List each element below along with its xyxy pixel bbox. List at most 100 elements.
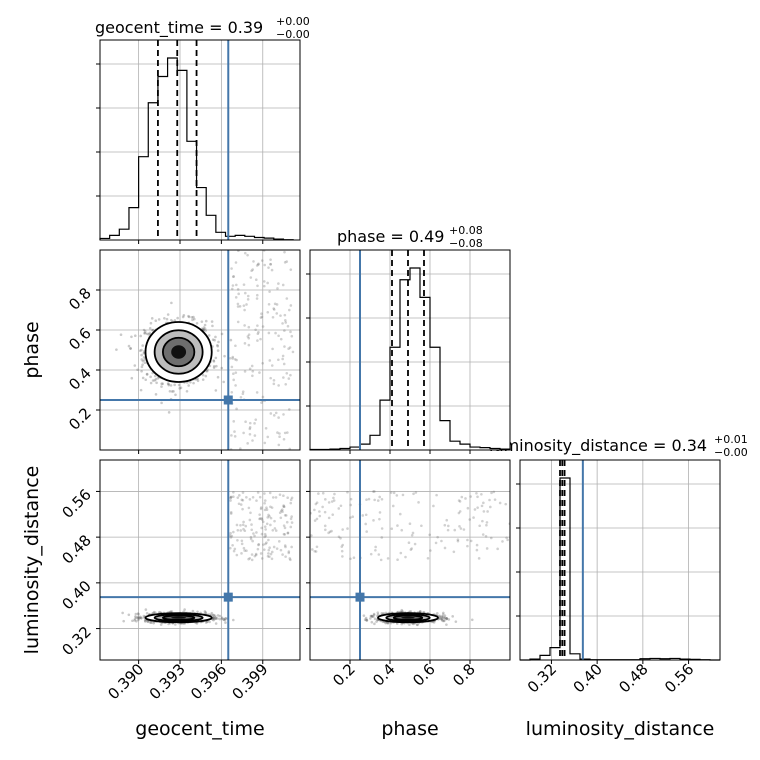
sample-point [268,359,272,362]
sample-point [228,534,232,537]
sample-point [267,331,271,335]
panel-border [309,459,511,661]
sample-point [222,618,225,621]
sample-point [154,377,158,381]
sample-point [253,554,257,558]
sample-point [284,318,287,322]
samples [115,250,295,450]
sample-point [231,618,235,622]
sample-point [339,504,343,508]
sample-point [268,491,272,495]
sample-point [365,619,369,622]
sample-point [208,620,211,624]
sample-point [252,260,255,263]
sample-point [376,611,380,614]
sample-point [200,320,204,323]
sample-point [390,527,394,531]
tick-label-x: 0.390 [104,660,147,703]
sample-point [289,373,292,377]
histogram-step [309,267,511,451]
sample-point [263,508,267,512]
sample-point [203,327,207,330]
sample-point [264,426,268,430]
sample-point [231,355,235,359]
sample-point [337,507,341,510]
sample-point [252,532,255,535]
sample-point [134,616,138,619]
samples [310,490,510,627]
sample-point [230,390,234,394]
sample-point [138,616,142,620]
sample-point [187,314,190,318]
sample-point [239,395,243,399]
sample-point [313,549,317,553]
title-lower: −0.00 [714,446,748,459]
sample-point [369,617,372,620]
sample-point [236,529,240,532]
sample-point [472,516,475,519]
sample-point [485,547,489,550]
sample-point [373,490,376,493]
sample-point [280,509,283,513]
sample-point [214,335,217,339]
sample-point [223,354,226,358]
sample-point [241,491,245,494]
sample-point [144,620,147,623]
sample-point [254,418,258,421]
sample-point [349,557,352,561]
sample-point [159,623,163,626]
sample-point [389,491,393,494]
sample-point [333,492,336,496]
sample-point [204,621,208,624]
sample-point [416,623,419,626]
sample-point [235,283,238,287]
sample-point [173,319,177,322]
sample-point [232,549,236,553]
sample-point [245,495,248,499]
panel-border [99,249,301,451]
sample-point [170,610,174,613]
sample-point [134,612,138,616]
sample-point [216,614,220,617]
sample-point [470,618,474,622]
sample-point [210,611,214,615]
sample-point [318,514,322,518]
sample-point [373,498,376,502]
sample-point [289,304,293,307]
sample-point [290,521,294,524]
sample-point [282,362,286,366]
sample-point [254,553,258,557]
sample-point [133,334,137,338]
sample-point [258,371,261,374]
sample-point [446,524,450,528]
sample-point [282,524,286,527]
sample-point [459,527,463,530]
sample-point [260,401,263,404]
sample-point [242,283,246,286]
sample-point [371,615,375,619]
sample-point [261,520,265,524]
contour-level [171,345,187,359]
tick-label-y: 0.6 [65,324,95,354]
sample-point [290,515,293,518]
sample-point [287,551,291,555]
sample-point [255,391,259,394]
sample-point [473,508,477,511]
sample-point [241,499,245,502]
sample-point [382,611,386,615]
sample-point [443,546,447,550]
sample-point [216,375,220,379]
tick-label-x: 0.8 [449,660,479,690]
sample-point [285,520,289,524]
sample-point [210,613,213,617]
sample-point [492,490,496,494]
sample-point [256,491,260,494]
sample-point [380,497,384,501]
sample-point [400,608,404,612]
sample-point [372,519,375,522]
sample-point [328,530,332,534]
sample-point [131,619,134,623]
sample-point [340,545,344,548]
sample-point [327,531,330,535]
